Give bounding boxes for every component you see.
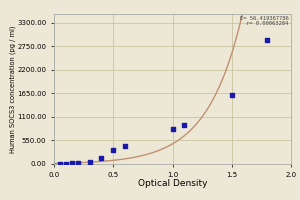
Point: [182, 124, 187, 127]
X-axis label: Optical Density: Optical Density: [138, 179, 207, 188]
Point: [123, 145, 128, 148]
Y-axis label: Human SOCS3 concentration (pg / ml): Human SOCS3 concentration (pg / ml): [9, 25, 16, 153]
Point: [69, 162, 74, 165]
Text: E= 56.419367786
r= 0.00063284: E= 56.419367786 r= 0.00063284: [240, 16, 289, 26]
Point: [64, 162, 68, 165]
Point: [170, 127, 175, 130]
Point: [230, 94, 234, 97]
Point: [265, 38, 270, 41]
Point: [111, 149, 116, 152]
Point: [75, 161, 80, 165]
Point: [58, 162, 62, 165]
Point: [87, 160, 92, 164]
Point: [99, 157, 104, 160]
